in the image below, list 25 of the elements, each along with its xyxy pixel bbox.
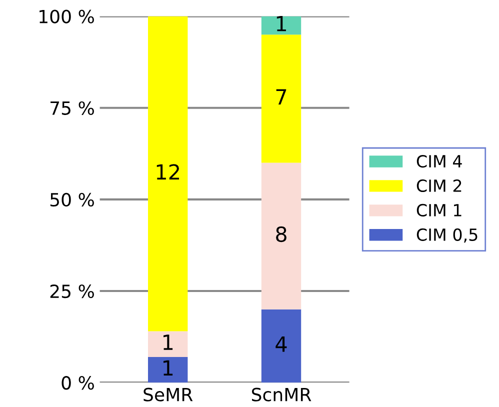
annotation: 8 — [276, 226, 286, 242]
y-tick-label: 100 % — [40, 10, 94, 24]
annotation: 1 — [164, 334, 173, 350]
y-tick-label: 75 % — [50, 101, 94, 115]
legend-label: CIM 0,5 — [416, 228, 478, 243]
bar — [261, 16, 302, 35]
bar — [148, 16, 188, 332]
bar — [148, 331, 188, 357]
x-tick-label: ScnMR — [252, 388, 312, 402]
y-tick-label: 25 % — [50, 284, 94, 298]
annotation: 12 — [156, 164, 180, 180]
bar — [261, 309, 302, 383]
bar — [148, 356, 188, 383]
legend-label: CIM 2 — [416, 179, 462, 192]
y-tick-label: 0 % — [62, 376, 94, 390]
annotation: 1 — [276, 16, 286, 32]
annotation: 1 — [164, 360, 173, 376]
annotation: 4 — [276, 336, 287, 352]
x-tick-label: SeMR — [144, 388, 193, 402]
legend-label: CIM 1 — [416, 204, 462, 216]
bar — [261, 162, 302, 310]
annotation: 7 — [276, 89, 286, 104]
bar — [261, 34, 302, 163]
y-tick-label: 50 % — [50, 192, 94, 207]
legend-label: CIM 4 — [416, 154, 462, 168]
